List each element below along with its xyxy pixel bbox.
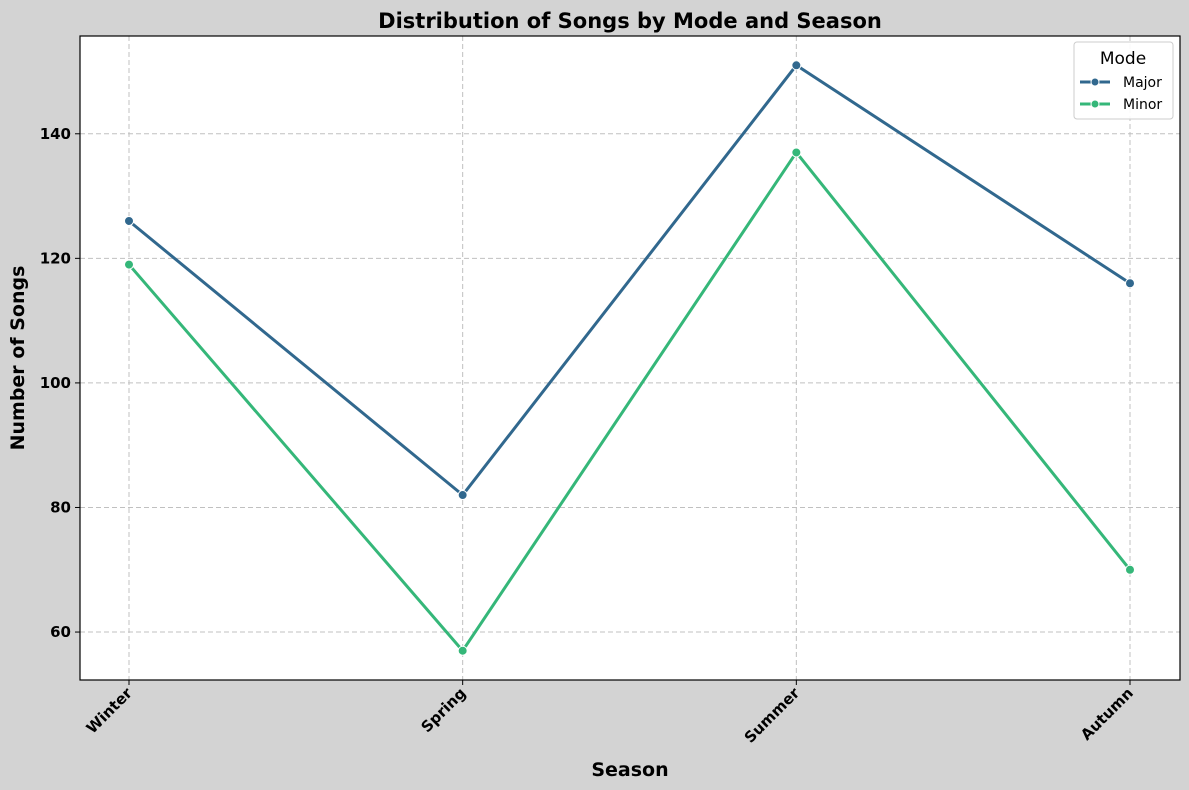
legend-marker [1090, 77, 1100, 87]
series-line [128, 63, 1131, 497]
data-point [457, 645, 468, 656]
plot-frame [79, 35, 1181, 681]
legend-label: Major [1123, 75, 1162, 91]
y-tick-label: 120 [40, 249, 71, 267]
legend-item-major: Major [1080, 75, 1162, 91]
data-point [791, 147, 802, 158]
y-tick-label: 140 [40, 125, 71, 143]
data-point [457, 490, 468, 501]
series-layer [124, 60, 1135, 656]
y-tick-label: 80 [50, 498, 71, 516]
series-line [127, 150, 1132, 653]
legend-title: Mode [1100, 49, 1146, 69]
legend-label: Minor [1123, 97, 1162, 113]
y-axis: 60 80 100 120 140 [40, 125, 80, 641]
legend: Mode Major Minor [1073, 41, 1174, 120]
legend-item-minor: Minor [1080, 97, 1162, 113]
series-minor [124, 147, 1135, 656]
chart-title: Distribution of Songs by Mode and Season [378, 9, 882, 33]
x-axis-label: Season [591, 759, 668, 781]
y-tick-label: 100 [40, 374, 71, 392]
data-point [124, 259, 134, 270]
legend-items: Major Minor [1080, 75, 1162, 113]
y-axis-label: Number of Songs [7, 266, 29, 451]
data-point [1125, 564, 1135, 575]
y-tick-label: 60 [50, 623, 71, 641]
data-point [1125, 278, 1135, 289]
legend-marker [1090, 99, 1100, 109]
data-point [124, 215, 134, 226]
series-major [124, 60, 1135, 501]
legend-box [1073, 41, 1174, 120]
plot-area [80, 36, 1180, 680]
data-point [791, 60, 802, 71]
